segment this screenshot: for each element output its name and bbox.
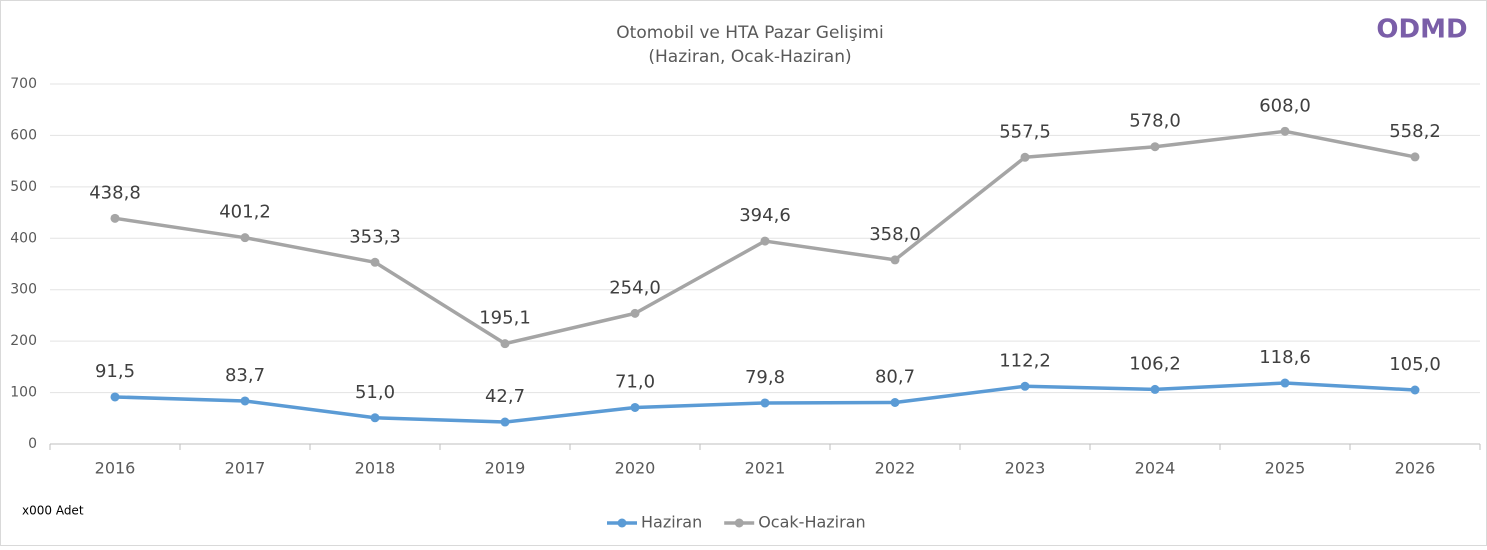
data-label: 195,1 [479,308,531,329]
data-label: 118,6 [1259,347,1311,368]
data-point [1410,152,1420,162]
x-tick-label: 2023 [1005,459,1046,478]
x-tick-label: 2024 [1135,459,1176,478]
y-tick-label: 700 [10,76,37,92]
data-point [1410,385,1420,395]
data-point [1150,142,1160,152]
x-tick-label: 2025 [1265,459,1306,478]
data-point [370,257,380,267]
data-label: 438,8 [89,182,141,203]
data-label: 105,0 [1389,354,1441,375]
data-point [370,413,380,423]
data-label: 91,5 [95,361,135,382]
data-point [890,255,900,265]
data-label: 558,2 [1389,121,1441,142]
data-label: 254,0 [609,277,661,298]
data-point [110,392,120,402]
data-point [240,396,250,406]
y-tick-label: 200 [10,333,37,349]
data-point [1280,378,1290,388]
data-label: 83,7 [225,365,265,386]
data-label: 79,8 [745,367,785,388]
data-label: 358,0 [869,224,921,245]
data-point [500,417,510,427]
chart-title: Otomobil ve HTA Pazar Gelişimi [616,23,883,43]
data-point [1020,381,1030,391]
x-tick-label: 2022 [875,459,916,478]
data-point [500,339,510,349]
data-point [1280,126,1290,136]
legend-marker [617,518,627,528]
data-point [630,308,640,318]
data-point [630,402,640,412]
legend-marker [734,518,744,528]
x-tick-label: 2021 [745,459,786,478]
x-tick-label: 2020 [615,459,656,478]
data-label: 51,0 [355,382,395,403]
y-tick-label: 600 [10,127,37,143]
data-label: 106,2 [1129,353,1181,374]
data-label: 71,0 [615,371,655,392]
data-point [890,397,900,407]
y-tick-label: 300 [10,282,37,298]
x-tick-label: 2016 [95,459,136,478]
data-label: 42,7 [485,386,525,407]
y-tick-label: 400 [10,230,37,246]
data-label: 578,0 [1129,111,1181,132]
data-label: 394,6 [739,205,791,226]
logo: ODMD [1376,15,1467,45]
unit-label: x000 Adet [22,504,84,518]
x-tick-label: 2026 [1395,459,1436,478]
data-point [240,233,250,243]
y-tick-label: 100 [10,385,37,401]
data-label: 112,2 [999,350,1051,371]
legend-label: Haziran [641,513,702,532]
data-point [760,398,770,408]
y-tick-label: 500 [10,179,37,195]
chart-subtitle: (Haziran, Ocak-Haziran) [648,47,851,67]
x-tick-label: 2017 [225,459,266,478]
data-label: 557,5 [999,121,1051,142]
data-label: 608,0 [1259,95,1311,116]
x-tick-label: 2019 [485,459,526,478]
data-label: 353,3 [349,226,401,247]
data-point [1020,152,1030,162]
data-point [760,236,770,246]
legend-label: Ocak-Haziran [758,513,865,532]
data-label: 80,7 [875,366,915,387]
x-tick-label: 2018 [355,459,396,478]
data-point [1150,384,1160,394]
y-tick-label: 0 [28,436,37,452]
data-point [110,213,120,223]
data-label: 401,2 [219,202,271,223]
